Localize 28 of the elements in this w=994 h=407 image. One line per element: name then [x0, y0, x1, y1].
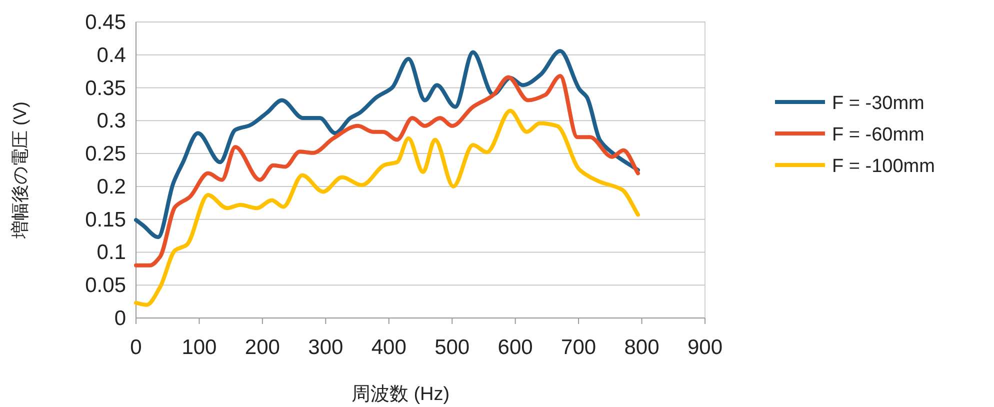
y-tick-label: 0.4 [96, 44, 126, 67]
x-tick-label: 0 [130, 336, 142, 359]
line-series [134, 108, 640, 307]
x-tick-label: 900 [687, 336, 723, 359]
y-tick-label: 0 [114, 307, 126, 330]
y-tick-label: 0.3 [96, 110, 126, 133]
x-axis-title: 周波数 (Hz) [351, 384, 450, 405]
y-tick-label: 0.1 [96, 241, 126, 264]
line-series [134, 74, 640, 268]
y-tick-label: 0.45 [85, 11, 126, 34]
y-tick-label: 0.05 [85, 274, 126, 298]
y-tick-label: 0.2 [96, 175, 126, 198]
x-tick-label: 500 [434, 336, 470, 359]
x-tick-label: 300 [308, 336, 344, 359]
legend-label: F = -100mm [832, 156, 935, 177]
y-tick-label: 0.35 [85, 76, 126, 100]
x-tick-label: 200 [244, 336, 280, 359]
x-tick-label: 100 [182, 336, 217, 359]
y-tick-label: 0.15 [85, 208, 126, 232]
legend-label: F = -30mm [832, 93, 924, 114]
x-tick-label: 600 [498, 336, 533, 359]
x-tick-label: 400 [371, 336, 406, 359]
y-axis-title: 増幅後の電圧 (V) [10, 102, 30, 240]
legend-label: F = -60mm [832, 124, 924, 146]
x-tick-label: 700 [561, 336, 596, 359]
line-series [134, 48, 640, 240]
x-tick-label: 800 [624, 336, 660, 359]
y-tick-label: 0.25 [85, 142, 126, 166]
